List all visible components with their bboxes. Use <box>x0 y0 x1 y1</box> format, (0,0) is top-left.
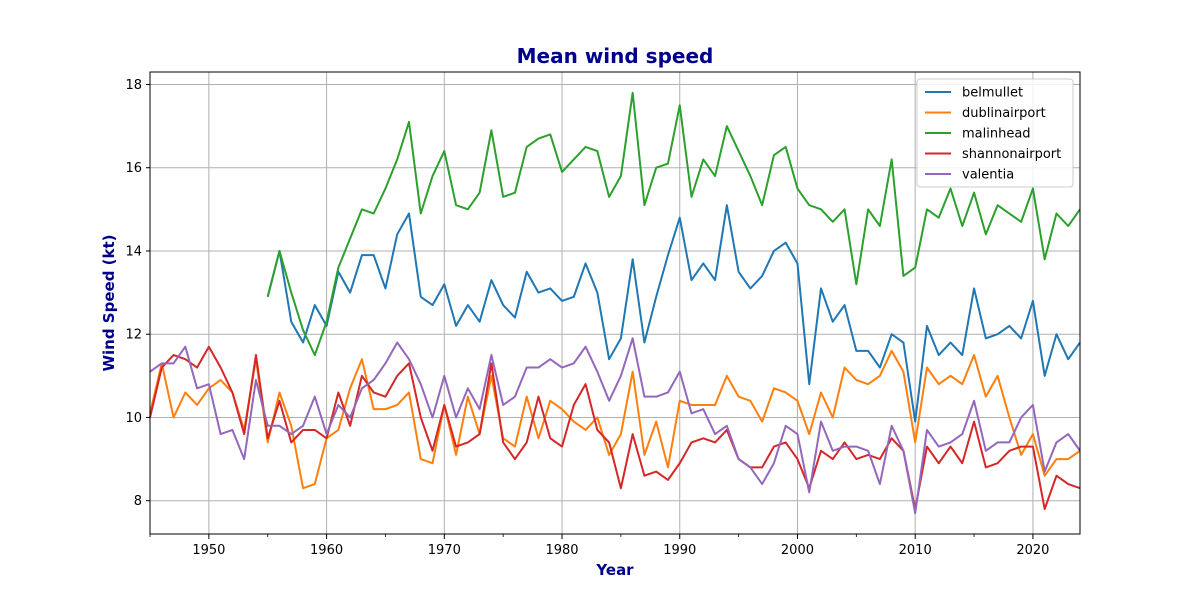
legend-label-valentia: valentia <box>962 168 1014 183</box>
y-axis-ticks: 8 10 12 14 16 18 <box>125 78 150 509</box>
x-tick-label: 2010 <box>899 543 932 558</box>
y-tick-label: 16 <box>125 161 142 176</box>
x-tick-label: 1980 <box>545 543 578 558</box>
y-axis-label: Wind Speed (kt) <box>100 234 118 371</box>
y-tick-label: 10 <box>125 411 142 426</box>
x-tick-label: 1970 <box>428 543 461 558</box>
series-lines <box>149 91 1081 515</box>
chart-title: Mean wind speed <box>517 44 714 68</box>
plot-frame <box>149 71 1081 535</box>
x-tick-label: 1960 <box>310 543 343 558</box>
y-tick-label: 8 <box>134 494 142 509</box>
y-tick-label: 14 <box>125 244 142 259</box>
legend-label-dublinairport: dublinairport <box>962 106 1046 121</box>
x-tick-label: 1990 <box>663 543 696 558</box>
legend-label-shannonairport: shannonairport <box>962 147 1061 162</box>
y-tick-label: 18 <box>125 78 142 93</box>
series-line-shannonairport <box>149 345 1081 511</box>
y-tick-label: 12 <box>125 328 142 343</box>
series-line-malinhead <box>266 91 1081 357</box>
x-tick-label: 1950 <box>192 543 225 558</box>
legend: belmullet dublinairport malinhead shannonai… <box>916 78 1074 188</box>
series-line-belmullet <box>266 204 1081 423</box>
x-tick-label: 2000 <box>781 543 814 558</box>
series-line-dublinairport <box>149 349 1081 490</box>
x-axis-label: Year <box>595 561 634 579</box>
legend-label-malinhead: malinhead <box>962 127 1031 142</box>
x-axis-ticks: 1950 1960 1970 1980 1990 2000 2010 2020 <box>149 534 1049 558</box>
legend-label-belmullet: belmullet <box>962 86 1023 101</box>
legend-box <box>916 78 1074 188</box>
series-line-valentia <box>149 337 1081 515</box>
x-tick-label: 2020 <box>1016 543 1049 558</box>
